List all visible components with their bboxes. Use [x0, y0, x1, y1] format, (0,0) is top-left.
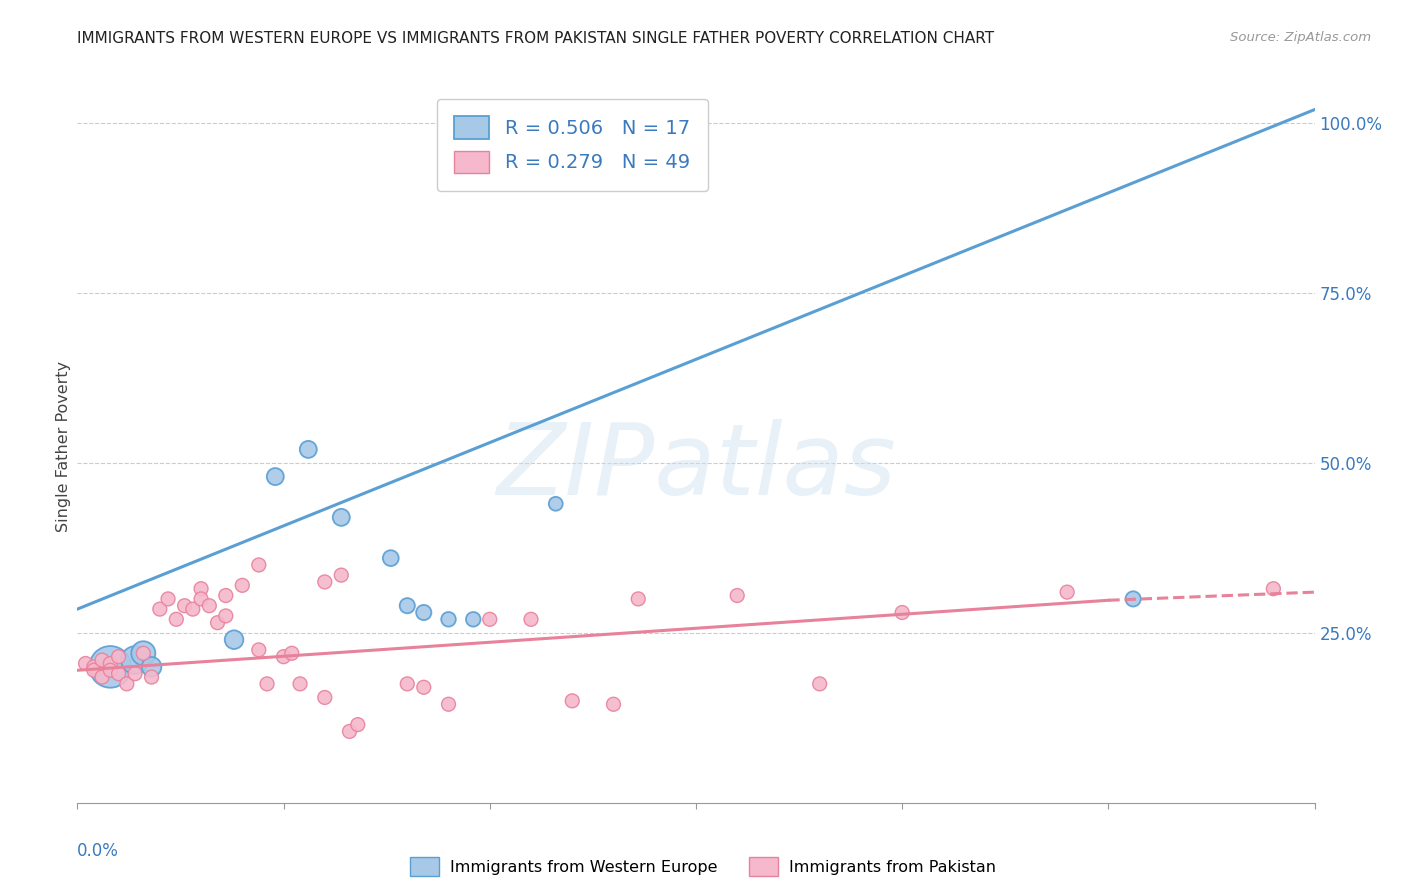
Point — [132, 646, 155, 660]
Point — [91, 653, 114, 667]
Y-axis label: Single Father Poverty: Single Father Poverty — [56, 360, 70, 532]
Point — [627, 591, 650, 606]
Point — [165, 612, 187, 626]
Point — [463, 612, 485, 626]
Text: Source: ZipAtlas.com: Source: ZipAtlas.com — [1230, 31, 1371, 45]
Legend: R = 0.506   N = 17, R = 0.279   N = 49: R = 0.506 N = 17, R = 0.279 N = 49 — [437, 99, 707, 191]
Point — [149, 602, 172, 616]
Point — [1056, 585, 1078, 599]
Point — [124, 666, 146, 681]
Point — [222, 632, 245, 647]
Point — [396, 599, 419, 613]
Point — [173, 599, 195, 613]
Point — [107, 666, 129, 681]
Point — [380, 551, 402, 566]
Point — [1263, 582, 1285, 596]
Point — [98, 660, 121, 674]
Point — [288, 677, 311, 691]
Point — [346, 717, 368, 731]
Point — [247, 558, 270, 572]
Point — [396, 677, 419, 691]
Point — [264, 469, 287, 483]
Point — [1122, 591, 1144, 606]
Point — [478, 612, 501, 626]
Point — [891, 606, 914, 620]
Point — [190, 591, 212, 606]
Point — [115, 677, 138, 691]
Point — [132, 646, 155, 660]
Point — [124, 653, 146, 667]
Point — [339, 724, 361, 739]
Point — [437, 612, 460, 626]
Point — [75, 657, 97, 671]
Point — [190, 582, 212, 596]
Point — [561, 694, 583, 708]
Text: ZIPatlas: ZIPatlas — [496, 419, 896, 516]
Point — [207, 615, 229, 630]
Point — [231, 578, 253, 592]
Point — [725, 589, 748, 603]
Point — [297, 442, 319, 457]
Point — [157, 591, 180, 606]
Point — [107, 649, 129, 664]
Point — [520, 612, 543, 626]
Legend: Immigrants from Western Europe, Immigrants from Pakistan: Immigrants from Western Europe, Immigran… — [404, 851, 1002, 882]
Text: IMMIGRANTS FROM WESTERN EUROPE VS IMMIGRANTS FROM PAKISTAN SINGLE FATHER POVERTY: IMMIGRANTS FROM WESTERN EUROPE VS IMMIGR… — [77, 31, 994, 46]
Text: 0.0%: 0.0% — [77, 842, 120, 860]
Point — [281, 646, 304, 660]
Point — [330, 510, 353, 524]
Point — [247, 643, 270, 657]
Point — [198, 599, 221, 613]
Point — [330, 568, 353, 582]
Point — [83, 660, 105, 674]
Point — [181, 602, 204, 616]
Point — [83, 663, 105, 677]
Point — [412, 606, 434, 620]
Point — [412, 680, 434, 694]
Point — [256, 677, 278, 691]
Point — [578, 133, 600, 147]
Point — [91, 670, 114, 684]
Point — [98, 657, 121, 671]
Point — [215, 589, 238, 603]
Point — [659, 133, 682, 147]
Point — [273, 649, 295, 664]
Point — [314, 574, 336, 589]
Point — [98, 663, 121, 677]
Point — [808, 677, 831, 691]
Point — [314, 690, 336, 705]
Point — [602, 698, 624, 712]
Point — [544, 497, 567, 511]
Point — [215, 608, 238, 623]
Point — [141, 660, 163, 674]
Point — [437, 698, 460, 712]
Point — [141, 670, 163, 684]
